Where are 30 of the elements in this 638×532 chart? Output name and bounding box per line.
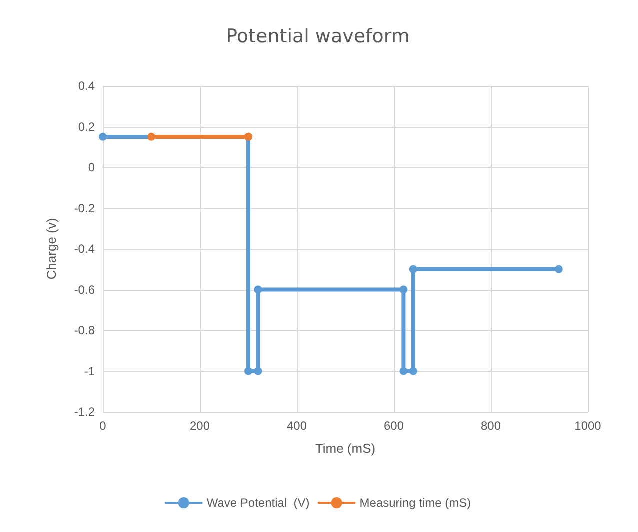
x-tick-label: 800	[480, 419, 502, 433]
y-tick-label: 0.2	[78, 120, 96, 134]
legend-label: Measuring time (mS)	[360, 496, 472, 510]
x-tick-label: 400	[286, 419, 308, 433]
y-tick-label: -1	[84, 364, 96, 378]
y-tick-label: 0	[88, 160, 96, 174]
y-tick-label: -0.2	[74, 201, 96, 216]
x-tick-label: 1000	[574, 419, 602, 433]
point	[254, 367, 262, 376]
point	[254, 286, 262, 294]
x-tick-label: 200	[190, 419, 210, 433]
x-axis-title: Time (mS)	[315, 441, 376, 456]
point	[99, 132, 107, 141]
point	[409, 367, 418, 376]
y-tick-label: -0.4	[74, 242, 96, 256]
x-tick-label: 600	[384, 419, 404, 433]
chart-title: Potential waveform	[226, 26, 410, 48]
point	[244, 367, 252, 376]
point	[409, 265, 418, 274]
point	[400, 286, 408, 294]
y-tick-label: -0.6	[74, 282, 96, 297]
y-tick-label: -0.8	[74, 324, 96, 338]
x-tick-label: 0	[100, 419, 107, 433]
y-tick-label: -1.2	[74, 405, 96, 419]
legend-label: Wave Potential (V)	[206, 496, 310, 510]
point	[400, 367, 408, 376]
point	[554, 265, 563, 274]
point	[148, 132, 156, 141]
y-tick-label: 0.4	[78, 79, 96, 93]
y-axis-title: Charge (v)	[44, 218, 59, 280]
